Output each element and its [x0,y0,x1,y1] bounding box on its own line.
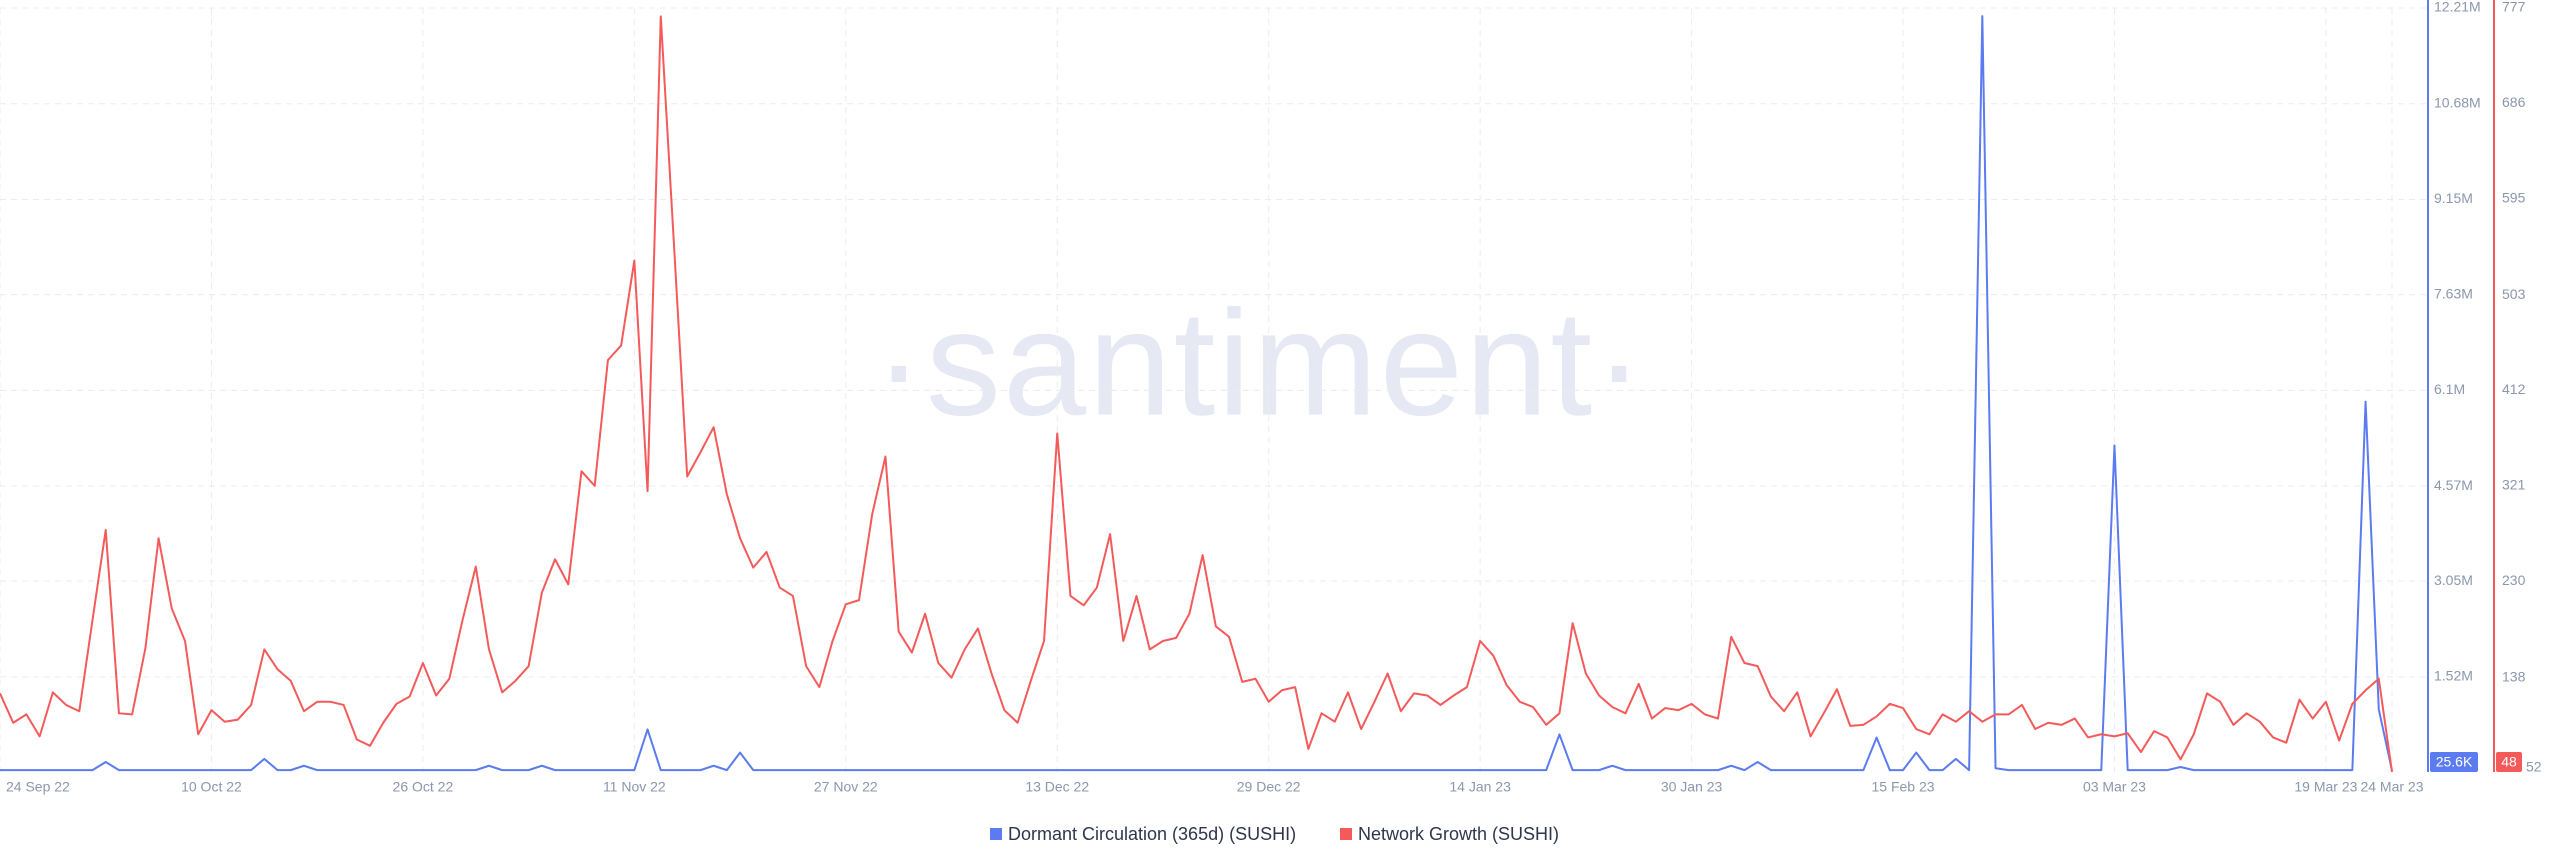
watermark: ·santiment· [874,279,1646,447]
y2-tick-label: 777 [2502,0,2526,15]
y2-tick-label: 686 [2502,94,2526,110]
x-tick-label: 13 Dec 22 [1025,779,1089,795]
x-tick-label: 03 Mar 23 [2083,779,2146,795]
y-tick-label: 10.68M [2434,94,2481,110]
current-value-label: 48 [2501,754,2517,770]
y2-tick-label: 412 [2502,381,2526,397]
current-value-badge [2496,752,2522,772]
y2-tick-label: 595 [2502,189,2526,205]
x-tick-label: 11 Nov 22 [603,779,666,795]
y2-tick-label: 321 [2502,477,2526,493]
x-tick-label: 27 Nov 22 [814,779,878,795]
x-tick-label: 30 Jan 23 [1661,779,1723,795]
x-tick-label: 14 Jan 23 [1449,779,1511,795]
current-value-badge [2430,752,2478,772]
series-line [0,15,2393,772]
legend-label[interactable]: Dormant Circulation (365d) (SUSHI) [1008,824,1296,844]
legend-label[interactable]: Network Growth (SUSHI) [1358,824,1559,844]
y2-tick-label: 503 [2502,286,2526,302]
y-tick-label: 1.52M [2434,668,2473,684]
y-tick-label: 4.57M [2434,477,2473,493]
legend-swatch[interactable] [1340,828,1352,840]
y-tick-label: 12.21M [2434,0,2481,15]
y2-tick-label: 230 [2502,572,2526,588]
y-tick-label: 6.1M [2434,381,2465,397]
x-tick-label: 29 Dec 22 [1237,779,1301,795]
y2-tick-label: 138 [2502,668,2526,684]
x-tick-label: 19 Mar 23 [2294,779,2357,795]
legend-swatch[interactable] [990,828,1002,840]
x-tick-label: 26 Oct 22 [393,779,454,795]
y2-tick-label: 52 [2526,759,2542,775]
series-line [0,15,2393,773]
x-tick-label: 24 Sep 22 [6,779,70,795]
y-tick-label: 3.05M [2434,572,2473,588]
y-tick-label: 9.15M [2434,190,2473,206]
current-value-label: 25.6K [2436,754,2473,770]
x-tick-label: 24 Mar 23 [2360,779,2423,795]
y-tick-label: 7.63M [2434,285,2473,301]
x-tick-label: 15 Feb 23 [1871,779,1934,795]
x-tick-label: 10 Oct 22 [181,779,242,795]
